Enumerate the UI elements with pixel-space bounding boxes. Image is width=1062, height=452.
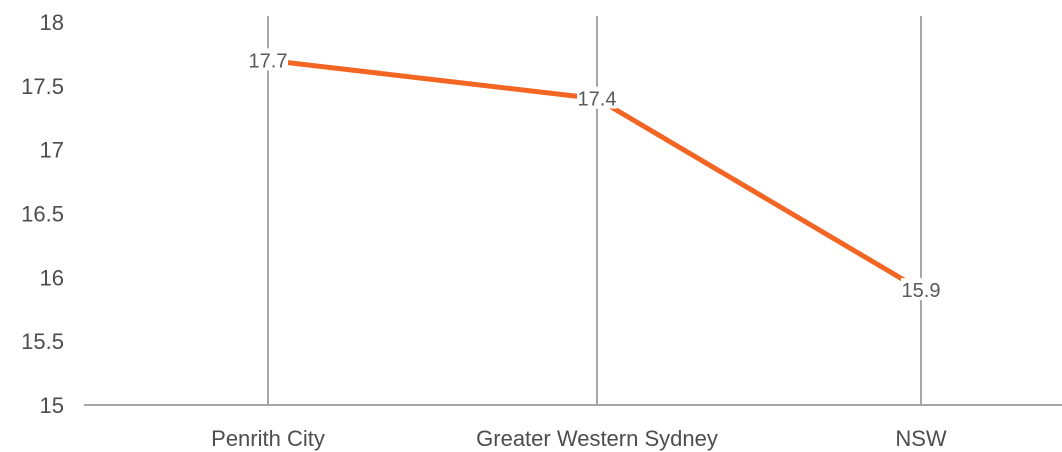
data-label-text: 17.7 [249,50,288,72]
y-tick-label: 16 [40,265,64,290]
category-gridlines [267,16,922,405]
x-axis-tick-labels: Penrith City Greater Western Sydney NSW [211,426,947,451]
data-label-2: 17.4 [577,86,617,111]
x-tick-label: NSW [895,426,947,451]
data-label-background [901,278,941,301]
data-labels: 17.7 17.4 15.9 [248,48,941,302]
y-tick-label: 17.5 [21,74,64,99]
data-label-3: 15.9 [901,278,941,302]
data-label-1: 17.7 [248,48,288,72]
y-tick-label: 15 [40,393,64,418]
data-label-text: 15.9 [902,280,941,302]
y-tick-label: 18 [40,10,64,35]
data-label-text: 17.4 [578,89,617,111]
x-tick-label: Penrith City [211,426,325,451]
y-axis-tick-labels: 15 15.5 16 16.5 17 17.5 18 [21,10,64,418]
y-tick-label: 16.5 [21,202,64,227]
data-label-background [577,86,617,109]
y-tick-label: 17 [40,138,64,163]
y-tick-label: 15.5 [21,329,64,354]
data-label-background [248,48,288,71]
x-tick-label: Greater Western Sydney [476,426,718,451]
